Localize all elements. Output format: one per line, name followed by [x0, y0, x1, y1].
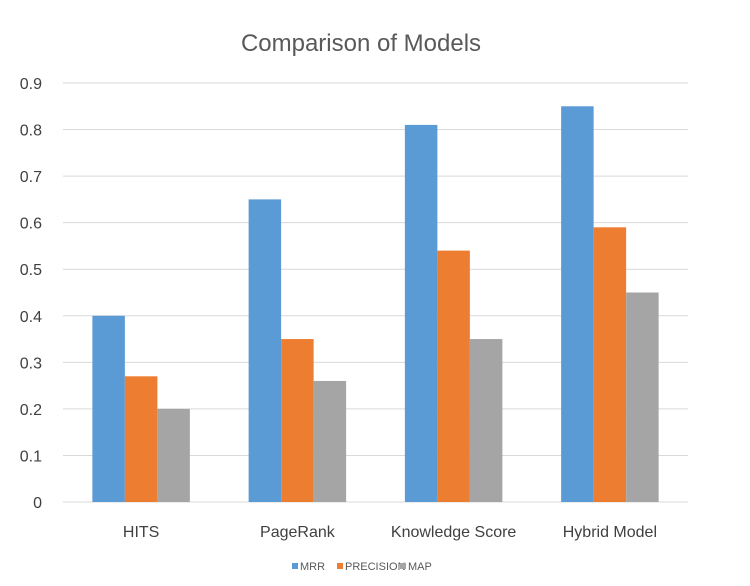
bar-precision-2 [437, 250, 470, 502]
bar-map-2 [469, 339, 503, 502]
legend-label-mrr: MRR [300, 561, 325, 573]
bar-map-3 [626, 292, 659, 502]
y-tick-label: 0.5 [20, 262, 42, 279]
y-tick-label: 0.4 [20, 309, 42, 326]
bar-mrr-0 [92, 315, 125, 502]
y-tick-label: 0.2 [20, 402, 42, 419]
x-category-label: Knowledge Score [391, 524, 517, 541]
bars [92, 106, 659, 503]
x-category-label: Hybrid Model [563, 524, 657, 541]
y-tick-label: 0 [33, 495, 42, 512]
x-axis-categories: HITS PageRank Knowledge Score Hybrid Model [123, 524, 657, 541]
x-category-label: PageRank [260, 524, 336, 541]
legend: MRR PRECISION MAP [292, 561, 432, 573]
y-tick-label: 0.7 [20, 169, 42, 186]
bar-precision-1 [281, 339, 314, 502]
y-tick-label: 0.9 [20, 76, 42, 93]
bar-mrr-1 [248, 199, 282, 502]
bar-precision-3 [593, 227, 627, 503]
y-tick-label: 0.8 [20, 123, 42, 140]
legend-swatch-map [400, 563, 406, 569]
y-tick-label: 0.3 [20, 355, 42, 372]
legend-swatch-mrr [292, 563, 298, 569]
bar-precision-0 [124, 376, 158, 502]
bar-mrr-3 [561, 106, 594, 503]
y-axis-ticks: 0 0.1 0.2 0.3 0.4 0.5 0.6 0.7 0.8 0.9 [20, 76, 42, 512]
x-category-label: HITS [123, 524, 159, 541]
y-tick-label: 0.1 [20, 448, 42, 465]
chart-title: Comparison of Models [241, 30, 481, 57]
y-tick-label: 0.6 [20, 216, 42, 233]
legend-label-precision: PRECISION [345, 561, 406, 573]
bar-map-0 [157, 408, 190, 502]
bar-map-1 [313, 380, 347, 502]
legend-swatch-precision [337, 563, 343, 569]
legend-label-map: MAP [408, 561, 432, 573]
bar-mrr-2 [404, 124, 438, 503]
